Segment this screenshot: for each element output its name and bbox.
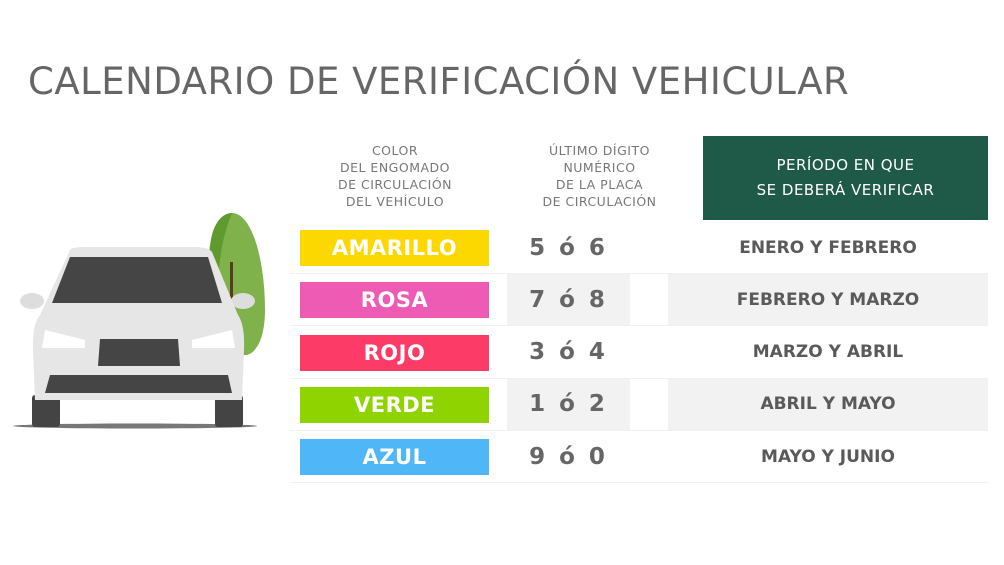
- row-divider: [290, 429, 988, 431]
- color-chip: ROJO: [300, 334, 489, 371]
- header-line: ÚLTIMO DÍGITO: [549, 143, 650, 158]
- verification-period: ENERO Y FEBRERO: [739, 237, 917, 258]
- color-chip: ROSA: [300, 282, 489, 319]
- row-divider: [290, 482, 988, 484]
- table-row: ROSA 7 ó 8 FEBRERO Y MARZO: [290, 274, 988, 327]
- page-title: CALENDARIO DE VERIFICACIÓN VEHICULAR: [28, 60, 850, 103]
- color-chip: AZUL: [300, 439, 489, 476]
- header-line: PERÍODO EN QUE: [776, 156, 915, 174]
- header-line: DE CIRCULACIÓN: [542, 194, 657, 209]
- header-line: COLOR: [371, 143, 419, 158]
- car-illustration: [13, 213, 265, 429]
- header-line: NUMÉRICO: [563, 160, 636, 175]
- header-color: COLOR DEL ENGOMADO DE CIRCULACIÓN DEL VE…: [290, 142, 500, 210]
- header-line: DEL ENGOMADO: [339, 160, 451, 175]
- table-row: AMARILLO 5 ó 6 ENERO Y FEBRERO: [290, 222, 988, 274]
- plate-digits: 1 ó 2: [529, 391, 608, 418]
- table-row: VERDE 1 ó 2 ABRIL Y MAYO: [290, 378, 988, 431]
- plate-digits: 3 ó 4: [529, 339, 608, 366]
- verification-period: ABRIL Y MAYO: [760, 394, 896, 415]
- car-icon: [13, 247, 257, 429]
- header-line: DE CIRCULACIÓN: [337, 177, 453, 192]
- color-chip: AMARILLO: [300, 230, 489, 266]
- plate-digits: 9 ó 0: [529, 443, 608, 470]
- color-chip: VERDE: [300, 386, 489, 423]
- row-divider: [290, 325, 988, 327]
- verification-period: FEBRERO Y MARZO: [736, 289, 920, 310]
- cell-bg: [507, 378, 630, 430]
- verification-period: MAYO Y JUNIO: [761, 446, 895, 467]
- cell-bg: [668, 274, 988, 326]
- plate-digits: 5 ó 6: [529, 234, 608, 261]
- table-row: AZUL 9 ó 0 MAYO Y JUNIO: [290, 431, 988, 484]
- verification-period: MARZO Y ABRIL: [752, 342, 904, 363]
- header-line: DEL VEHÍCULO: [345, 194, 445, 209]
- header-period: PERÍODO EN QUE SE DEBERÁ VERIFICAR: [703, 136, 988, 220]
- row-divider: [290, 273, 988, 274]
- cell-bg: [507, 274, 630, 326]
- table-row: ROJO 3 ó 4 MARZO Y ABRIL: [290, 327, 988, 379]
- plate-digits: 7 ó 8: [529, 286, 608, 313]
- header-line: DE LA PLACA: [555, 177, 644, 192]
- cell-bg: [668, 378, 988, 430]
- header-line: SE DEBERÁ VERIFICAR: [756, 181, 935, 199]
- header-digit: ÚLTIMO DÍGITO NUMÉRICO DE LA PLACA DE CI…: [507, 142, 692, 210]
- row-divider: [290, 377, 988, 379]
